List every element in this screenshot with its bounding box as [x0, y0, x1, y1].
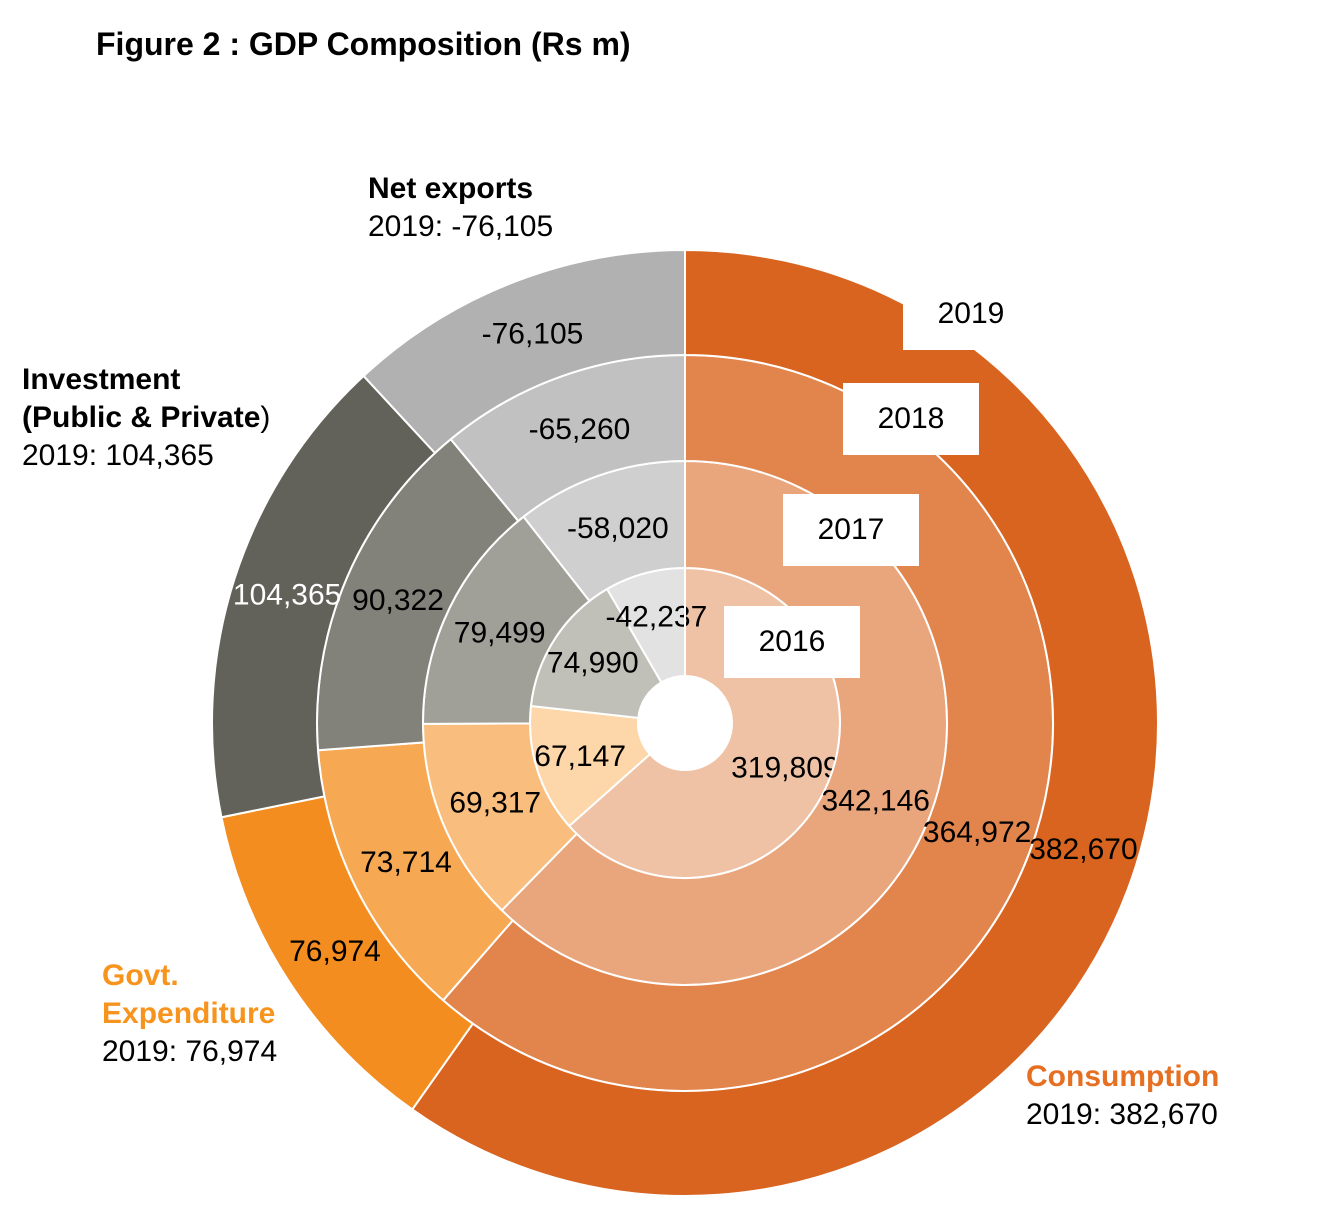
data-label-2019-consumption: 382,670: [1029, 833, 1137, 866]
label-govt-name-line1: Govt.: [102, 959, 179, 992]
data-label-2018-investment: 90,322: [352, 584, 444, 617]
data-label-2016-consumption: 319,809: [731, 752, 839, 785]
label-investment-value: 2019: 104,365: [22, 439, 214, 472]
chart-title: Figure 2 : GDP Composition (Rs m): [96, 26, 631, 62]
data-label-2017-investment: 79,499: [454, 617, 546, 650]
label-consumption-value: 2019: 382,670: [1026, 1098, 1218, 1131]
data-label-2017-net-exports: -58,020: [567, 512, 669, 545]
label-consumption-name: Consumption: [1026, 1060, 1220, 1093]
data-label-2017-consumption: 342,146: [822, 784, 930, 817]
data-label-2016-investment: 74,990: [547, 646, 639, 679]
year-label-2016: 2016: [724, 606, 860, 678]
label-investment: Investment (Public & Private) 2019: 104,…: [22, 361, 270, 475]
label-govt-value: 2019: 76,974: [102, 1035, 278, 1068]
label-govt-name-line2: Expenditure: [102, 997, 276, 1030]
data-label-2018-consumption: 364,972: [923, 816, 1031, 849]
label-net-exports-value: 2019: -76,105: [368, 210, 554, 243]
label-net-exports-name: Net exports: [368, 172, 534, 205]
doughnut-hole: [638, 676, 732, 770]
data-label-2018-govt-expenditure: 73,714: [360, 846, 452, 879]
label-consumption: Consumption 2019: 382,670: [1026, 1058, 1219, 1134]
year-label-2018: 2018: [843, 383, 979, 455]
year-label-2019: 2019: [903, 278, 1039, 350]
data-label-2016-govt-expenditure: 67,147: [534, 740, 626, 773]
data-label-2019-govt-expenditure: 76,974: [289, 935, 381, 968]
data-label-2019-investment: 104,365: [233, 578, 341, 611]
label-investment-name-line1: Investment: [22, 363, 181, 396]
data-label-2018-net-exports: -65,260: [529, 413, 631, 446]
data-label-2019-net-exports: -76,105: [482, 317, 584, 350]
label-investment-name-line2: (Public & Private): [22, 401, 271, 434]
data-label-2016-net-exports: -42,237: [606, 600, 708, 633]
label-net-exports: Net exports 2019: -76,105: [368, 170, 553, 246]
year-label-2017: 2017: [783, 494, 919, 566]
label-govt-expenditure: Govt. Expenditure 2019: 76,974: [102, 957, 277, 1071]
slice-2019-consumption: [410, 248, 1159, 1197]
data-label-2017-govt-expenditure: 69,317: [449, 787, 541, 820]
